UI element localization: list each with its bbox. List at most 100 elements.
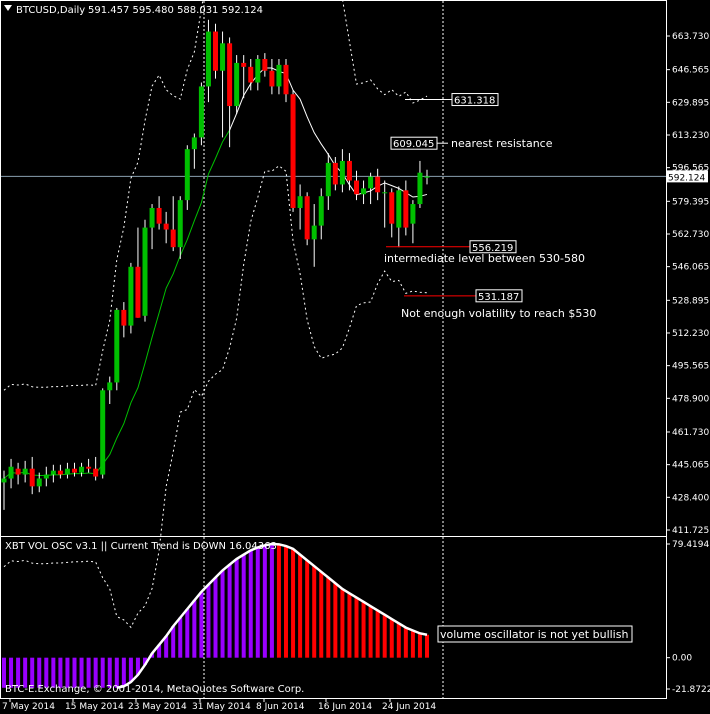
osc-bar xyxy=(143,657,147,665)
oscillator-frame xyxy=(0,536,667,699)
date-tick-label: 31 May 2014 xyxy=(192,702,251,712)
dropdown-triangle-icon[interactable] xyxy=(4,5,12,11)
candle-body xyxy=(262,58,268,71)
osc-bar xyxy=(86,657,91,688)
osc-bar xyxy=(255,547,260,658)
date-tick-label: 8 Jun 2014 xyxy=(256,702,305,712)
osc-bar xyxy=(199,591,204,658)
osc-tick-label: -21.87226 xyxy=(672,685,710,695)
oscillator-title: XBT VOL OSC v3.1 || Current Trend is DOW… xyxy=(5,541,277,552)
candle-body xyxy=(290,94,296,208)
osc-bar xyxy=(135,657,140,675)
candle-body xyxy=(368,176,374,189)
candle-body xyxy=(86,466,92,469)
osc-bar xyxy=(128,657,133,683)
candle-body xyxy=(269,70,275,87)
candle-body xyxy=(22,468,28,475)
price-tick-label: 461.730 xyxy=(672,428,709,438)
osc-bar xyxy=(51,657,56,688)
osc-tick-label: 0.00 xyxy=(672,654,692,664)
osc-bar xyxy=(79,657,84,688)
level-price-box xyxy=(390,136,438,150)
osc-bar xyxy=(262,545,267,658)
osc-bar xyxy=(44,657,49,688)
osc-bar xyxy=(241,554,246,658)
candle-body xyxy=(205,31,211,87)
price-tick-label: 663.730 xyxy=(672,32,709,42)
osc-bar xyxy=(164,636,169,658)
candle-body xyxy=(8,466,14,479)
price-tick-label: 445.065 xyxy=(672,461,709,471)
osc-bar xyxy=(312,566,317,658)
candle-body xyxy=(304,196,310,240)
candle-body xyxy=(29,468,35,487)
candle-body xyxy=(339,160,345,185)
date-tick-label: 16 Jun 2014 xyxy=(318,702,372,712)
level-annotation: nearest resistance xyxy=(451,137,553,150)
candle-body xyxy=(354,180,359,195)
osc-bar xyxy=(227,564,232,658)
candle-body xyxy=(283,64,289,95)
candle-body xyxy=(241,62,247,67)
candle-body xyxy=(121,309,127,326)
candle-body xyxy=(93,468,99,477)
candle-body xyxy=(403,190,409,228)
osc-bar xyxy=(9,657,14,688)
oscillator-bars: 79.4194 0.00 -21.87226 volume oscillator is… xyxy=(2,540,710,695)
candle-body xyxy=(220,43,226,71)
osc-bar xyxy=(333,583,338,658)
osc-bar xyxy=(389,619,394,658)
osc-bar xyxy=(354,597,359,658)
date-tick-label: 24 Jun 2014 xyxy=(382,702,436,712)
osc-bar xyxy=(58,657,63,688)
level-price-box xyxy=(451,93,499,107)
osc-bar xyxy=(410,630,415,658)
level-price-label: 556.219 xyxy=(472,243,513,254)
candle-body xyxy=(248,66,254,83)
date-tick-label: 15 May 2014 xyxy=(65,702,124,712)
price-tick-label: 495.565 xyxy=(672,362,709,372)
osc-bar xyxy=(375,610,380,658)
osc-bar xyxy=(234,558,239,658)
osc-bar xyxy=(100,657,105,688)
price-tick-label: 596.565 xyxy=(672,164,709,174)
candle-body xyxy=(198,86,204,138)
candle-body xyxy=(396,190,402,228)
candle-body xyxy=(424,176,430,178)
candle-body xyxy=(100,390,106,475)
osc-bar xyxy=(291,548,296,658)
osc-bar xyxy=(37,657,42,688)
osc-bar xyxy=(298,554,303,658)
date-tick-label: 7 May 2014 xyxy=(2,702,55,712)
candle-body xyxy=(15,468,21,475)
candle-body xyxy=(375,176,381,193)
osc-bar xyxy=(65,657,70,688)
price-tick-label: 428.400 xyxy=(672,493,709,503)
level-price-label: 631.318 xyxy=(454,96,495,107)
osc-bar xyxy=(220,570,225,658)
price-tick-label: 629.895 xyxy=(672,98,709,108)
osc-bar xyxy=(213,577,218,658)
osc-bar xyxy=(192,600,197,658)
candlesticks xyxy=(1,19,430,510)
osc-bar xyxy=(305,560,310,658)
candle-body xyxy=(332,162,338,185)
price-tick-label: 613.230 xyxy=(672,131,709,141)
osc-annotation-text: volume oscillator is not yet bullish xyxy=(440,628,628,641)
osc-bar xyxy=(319,571,324,658)
osc-bar xyxy=(368,606,373,658)
candle-body xyxy=(255,58,261,83)
candle-body xyxy=(311,225,317,240)
osc-bar xyxy=(284,546,288,658)
candle-body xyxy=(177,200,183,248)
level-annotation: intermediate level between 530-580 xyxy=(384,252,585,265)
osc-bar xyxy=(171,626,176,658)
candle-body xyxy=(184,149,190,201)
candle-body xyxy=(234,62,240,107)
osc-bar xyxy=(425,634,429,658)
price-tick-label: 528.895 xyxy=(672,296,709,306)
price-tick-label: 411.725 xyxy=(672,526,709,536)
ohlc-readout: 591.457 595.480 588.031 592.124 xyxy=(88,5,263,16)
osc-signal-line xyxy=(116,542,428,689)
